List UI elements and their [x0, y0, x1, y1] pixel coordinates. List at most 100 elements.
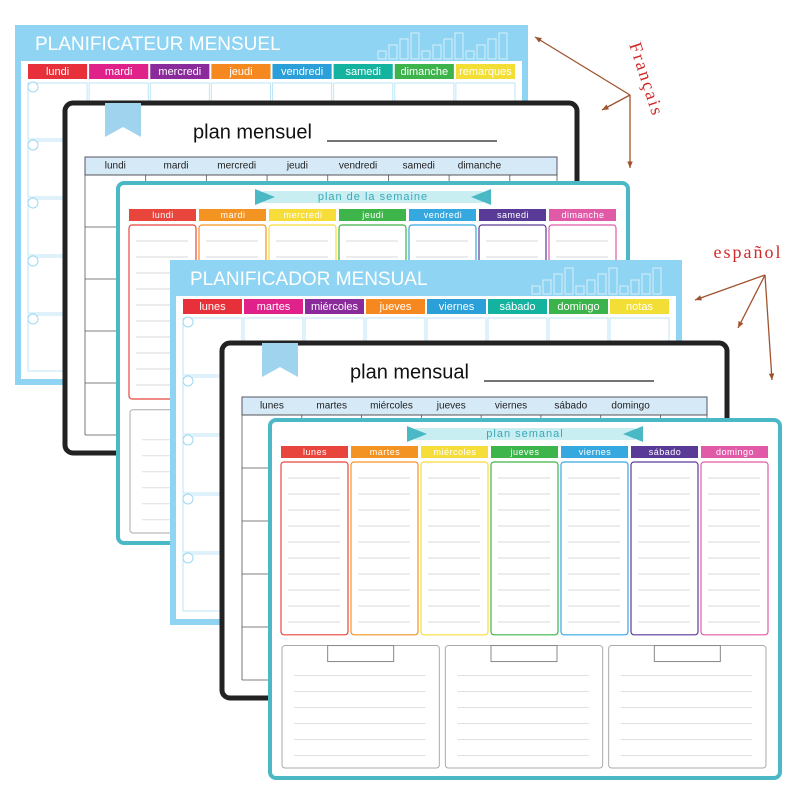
pointer-arrow [737, 274, 766, 329]
title-arrow [623, 426, 643, 442]
day-pill [701, 446, 768, 458]
day-column [420, 461, 489, 636]
skyline [575, 285, 585, 295]
day-pill [211, 64, 271, 79]
day-label: lunes [199, 301, 226, 313]
day-label: dimanche [400, 66, 448, 78]
cell-dot [27, 139, 39, 151]
day-column [350, 461, 419, 636]
notes-box [444, 645, 604, 769]
day-column [630, 461, 699, 636]
cell-dot [27, 81, 39, 93]
day-label: jueves [379, 301, 412, 313]
pointer-arrow [534, 36, 631, 96]
day-label: sábado [554, 401, 587, 412]
notes-box [608, 645, 767, 769]
day-label: jueves [436, 401, 466, 412]
arrow-head [535, 37, 542, 43]
day-pill [183, 299, 242, 314]
notes-box [281, 645, 440, 769]
day-label: mardi [220, 210, 245, 220]
day-pill [199, 209, 266, 221]
day-pill [269, 209, 336, 221]
arrow-head [695, 295, 702, 301]
skyline [597, 273, 607, 295]
skyline [641, 273, 651, 295]
day-pill [244, 299, 303, 314]
day-pill [366, 299, 425, 314]
day-pill [281, 446, 348, 458]
skyline [608, 267, 618, 295]
skyline [399, 38, 409, 60]
day-label: jeudi [228, 66, 252, 78]
day-pill [409, 209, 476, 221]
skyline [465, 50, 475, 60]
notes-tab [490, 645, 558, 663]
board-title: plan de la semaine [318, 191, 428, 203]
day-pill [549, 299, 608, 314]
day-label: dimanche [561, 210, 604, 220]
day-label: mercredi [283, 210, 322, 220]
skyline [531, 285, 541, 295]
day-label: lundi [105, 161, 126, 172]
day-pill [421, 446, 488, 458]
skyline [542, 279, 552, 295]
day-label: miércoles [370, 401, 413, 412]
skyline [443, 38, 453, 60]
skyline [498, 32, 508, 60]
skyline [586, 279, 596, 295]
day-label: jeudi [361, 210, 384, 220]
day-label: samedi [497, 210, 529, 220]
skyline [432, 44, 442, 60]
cell-dot [182, 493, 194, 505]
day-label: viernes [495, 401, 527, 412]
day-label: martes [370, 447, 401, 457]
cell-dot [27, 313, 39, 325]
skyline [388, 44, 398, 60]
day-pill [394, 64, 454, 79]
day-pill [272, 64, 332, 79]
day-label: lundi [46, 66, 69, 78]
day-label: mardi [105, 66, 133, 78]
board-title: PLANIFICADOR MENSUAL [190, 269, 428, 290]
day-label: mardi [164, 161, 189, 172]
cell-dot [182, 552, 194, 564]
skyline [553, 273, 563, 295]
day-pill [427, 299, 486, 314]
day-label: domingo [557, 301, 599, 313]
skyline [377, 50, 387, 60]
board-title: PLANIFICATEUR MENSUEL [35, 34, 281, 55]
day-label: notas [626, 301, 653, 313]
day-label: vendredi [424, 210, 463, 220]
day-column [560, 461, 629, 636]
day-label: lunes [303, 447, 327, 457]
ribbon [262, 343, 298, 377]
pointer-arrow [694, 274, 766, 301]
day-pill [339, 209, 406, 221]
title-arrow [407, 426, 427, 442]
day-label: dimanche [458, 161, 502, 172]
day-pill [150, 64, 210, 79]
skyline [652, 267, 662, 295]
arrow-head [768, 373, 775, 380]
day-label: miércoles [433, 447, 476, 457]
day-label: mercredi [217, 161, 256, 172]
day-column [700, 461, 769, 636]
cell-dot [182, 434, 194, 446]
board-title: plan mensual [350, 361, 469, 383]
day-column [490, 461, 559, 636]
day-pill [491, 446, 558, 458]
cell-dot [182, 375, 194, 387]
day-label: sábado [649, 447, 682, 457]
ribbon [105, 103, 141, 137]
skyline [630, 279, 640, 295]
notes-tab [653, 645, 721, 663]
day-label: mercredi [158, 66, 201, 78]
skyline [564, 267, 574, 295]
notes-tab [327, 645, 395, 663]
day-label: remarques [459, 66, 512, 78]
day-label: martes [257, 301, 291, 313]
day-label: jeudi [286, 161, 308, 172]
